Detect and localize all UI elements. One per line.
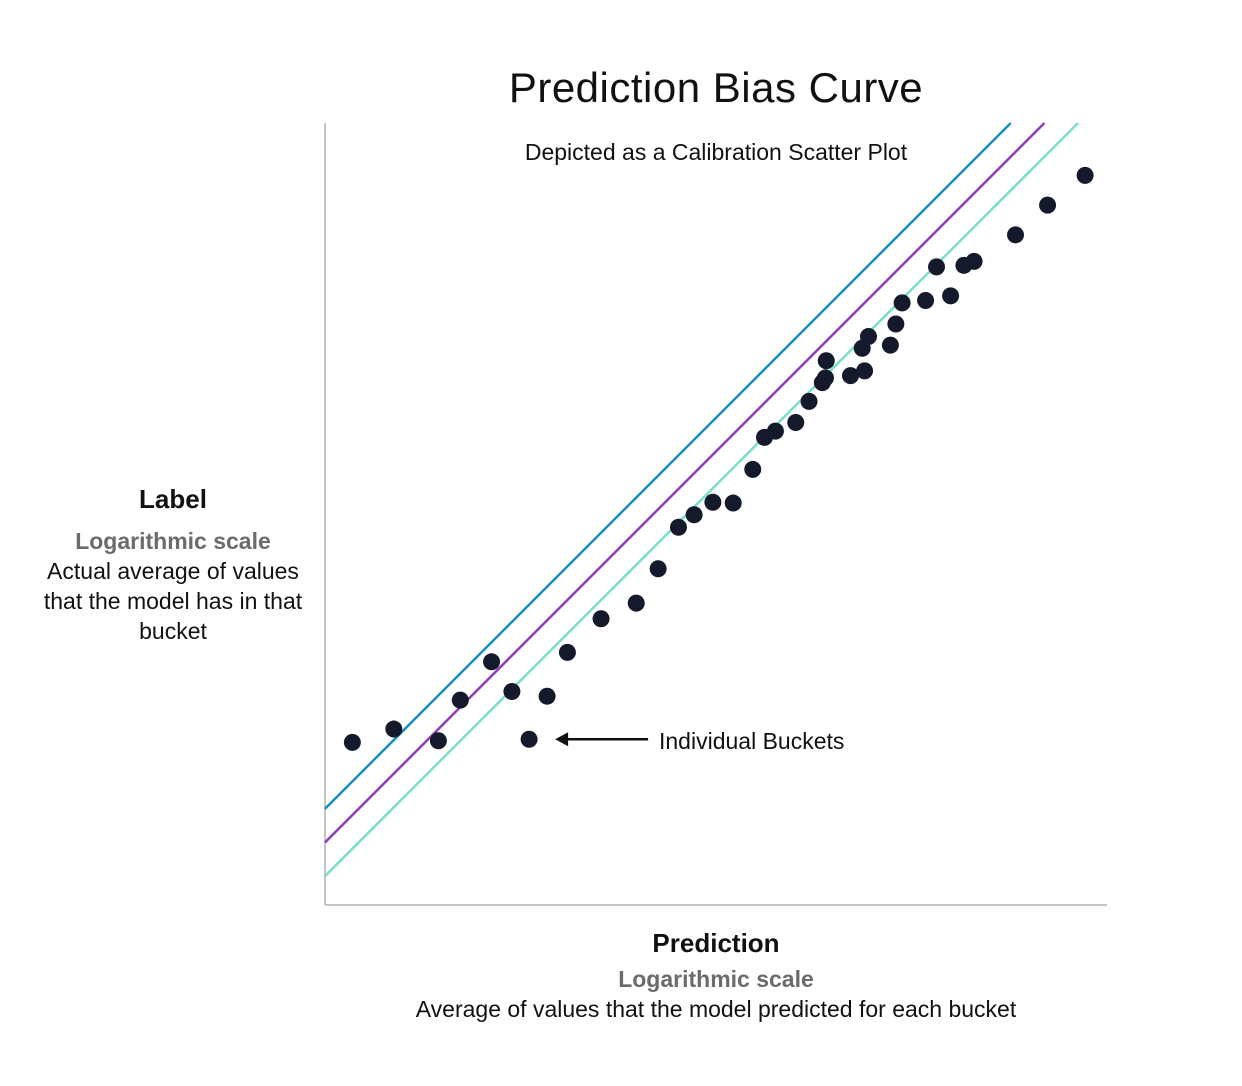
- data-point-10: [592, 610, 610, 628]
- data-point-17: [744, 460, 762, 478]
- data-point-30: [887, 315, 905, 333]
- x-axis-description: Average of values that the model predict…: [415, 996, 1017, 1022]
- data-point-31: [893, 294, 911, 312]
- x-axis-label-block: Prediction Logarithmic scale Average of …: [316, 926, 1116, 1024]
- annotation-arrow-head: [555, 732, 569, 747]
- data-point-3: [429, 732, 447, 750]
- data-point-8: [520, 730, 538, 748]
- data-point-39: [1076, 166, 1094, 184]
- data-point-33: [928, 258, 946, 276]
- reference-line-2: [324, 122, 1046, 844]
- data-point-16: [724, 494, 742, 512]
- data-point-6: [503, 683, 521, 701]
- data-point-20: [787, 414, 805, 432]
- data-point-15: [704, 493, 722, 511]
- data-point-21: [800, 392, 818, 410]
- data-point-4: [451, 691, 469, 709]
- data-point-24: [817, 352, 835, 370]
- data-point-19: [766, 422, 784, 440]
- reference-line-1: [324, 122, 1012, 810]
- data-point-25: [842, 367, 860, 385]
- y-axis-scale-note: Logarithmic scale: [75, 528, 271, 554]
- y-axis-label-block: Label Logarithmic scale Actual average o…: [30, 482, 316, 646]
- y-axis-description: Actual average of values that the model …: [43, 558, 303, 644]
- data-point-13: [669, 518, 687, 536]
- data-point-5: [483, 653, 501, 671]
- data-point-12: [649, 560, 667, 578]
- data-point-34: [942, 287, 960, 305]
- data-point-27: [856, 362, 874, 380]
- data-point-29: [881, 336, 899, 354]
- data-point-9: [558, 643, 576, 661]
- data-point-38: [1039, 196, 1057, 214]
- data-point-1: [343, 733, 361, 751]
- data-point-11: [627, 594, 645, 612]
- data-point-23: [816, 369, 834, 387]
- data-point-28: [859, 327, 877, 345]
- chart-title: Prediction Bias Curve: [508, 64, 924, 111]
- chart-subtitle: Depicted as a Calibration Scatter Plot: [524, 139, 908, 165]
- data-point-14: [685, 506, 703, 524]
- data-point-36: [965, 252, 983, 270]
- reference-line-3: [324, 122, 1079, 877]
- data-point-32: [917, 292, 935, 310]
- data-point-7: [538, 687, 556, 705]
- y-axis-title: Label: [139, 484, 207, 514]
- x-axis-scale-note: Logarithmic scale: [618, 966, 814, 992]
- data-point-2: [385, 720, 403, 738]
- data-point-37: [1007, 226, 1025, 244]
- annotation-label: Individual Buckets: [659, 728, 845, 754]
- x-axis-title: Prediction: [652, 928, 780, 958]
